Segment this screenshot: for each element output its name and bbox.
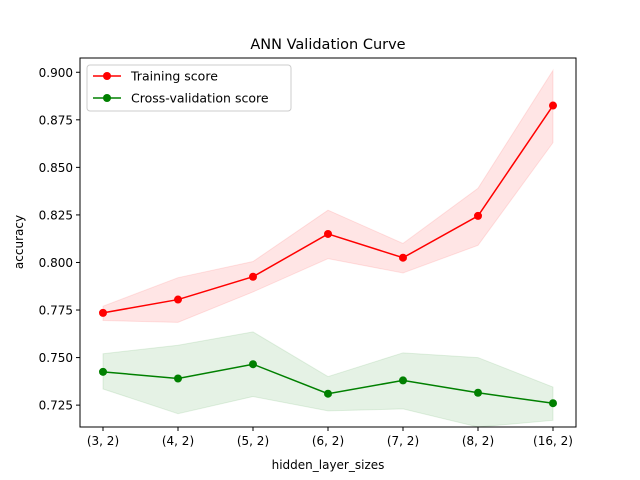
y-tick-label: 0.875 [39, 113, 73, 127]
cross-validation-score-point [99, 367, 107, 376]
cross-validation-score-point [174, 374, 182, 383]
y-tick-label: 0.900 [39, 66, 73, 80]
training-score-point [399, 253, 407, 262]
chart-title: ANN Validation Curve [250, 37, 405, 53]
cross-validation-score-point [549, 399, 557, 408]
cross-validation-score-point [324, 389, 332, 398]
x-tick-label: (8, 2) [462, 434, 494, 448]
legend-box [86, 64, 292, 112]
x-tick-label: (6, 2) [312, 434, 344, 448]
legend-label-cv: Cross-validation score [131, 91, 269, 106]
y-tick-label: 0.750 [39, 351, 73, 365]
x-tick-label: (5, 2) [237, 434, 269, 448]
legend-label-training: Training score [130, 69, 218, 84]
x-axis-title: hidden_layer_sizes [272, 458, 385, 472]
training-score-point [474, 211, 482, 220]
cross-validation-score-point [474, 388, 482, 397]
y-tick-label: 0.725 [39, 399, 73, 413]
training-score-band [102, 68, 554, 323]
cross-validation-score-point [399, 376, 407, 385]
x-tick-label: (7, 2) [387, 434, 419, 448]
training-score-point [249, 272, 257, 281]
confidence-bands [102, 68, 554, 428]
legend-swatch-training-marker [103, 72, 111, 80]
y-axis-ticks: 0.725 0.750 0.775 0.800 0.825 0.850 0.875 0.900 [39, 66, 80, 413]
x-tick-label: (4, 2) [162, 434, 194, 448]
series-markers [99, 101, 557, 408]
legend-swatch-cv-marker [103, 94, 111, 102]
y-tick-label: 0.850 [39, 161, 73, 175]
x-tick-label: (16, 2) [533, 434, 573, 448]
cross-validation-score-band [102, 331, 554, 428]
cross-validation-score-point [249, 360, 257, 369]
y-axis-title: accuracy [12, 215, 26, 269]
y-tick-label: 0.825 [39, 208, 73, 222]
y-tick-label: 0.800 [39, 256, 73, 270]
legend: Training score Cross-validation score [86, 64, 292, 112]
training-score-point [174, 295, 182, 304]
y-tick-label: 0.775 [39, 304, 73, 318]
training-score-point [99, 308, 107, 317]
training-score-point [324, 229, 332, 238]
training-score-point [549, 101, 557, 110]
x-axis-ticks: (3, 2) (4, 2) (5, 2) (6, 2) (7, 2) (8, 2) (16,… [87, 427, 573, 448]
x-tick-label: (3, 2) [87, 434, 119, 448]
